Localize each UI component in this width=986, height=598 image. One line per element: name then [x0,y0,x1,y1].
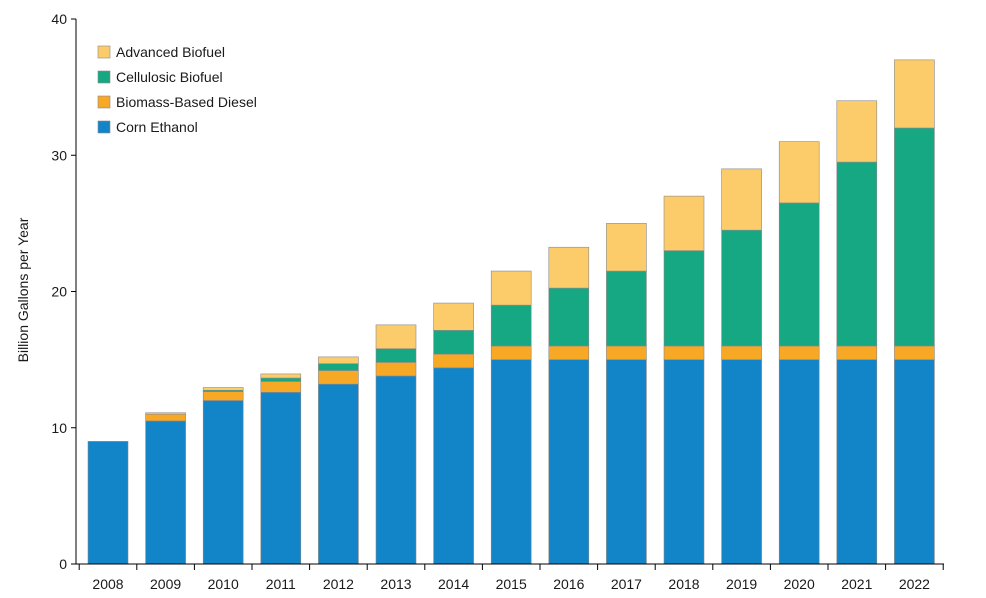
bar-corn-ethanol-2016 [548,359,590,565]
bar-corn-ethanol-2019 [721,359,762,565]
bar-advanced-biofuel-2014 [433,302,474,331]
bar-advanced-biofuel-2010 [202,387,244,391]
bar-corn-ethanol-2017 [606,359,647,565]
x-tick-label: 2022 [899,576,930,592]
legend-swatch-corn-ethanol [97,120,111,134]
bar-cellulosic-biofuel-2012 [318,363,359,371]
x-tick-label: 2013 [380,576,411,592]
bar-cellulosic-biofuel-2022 [894,127,935,347]
bar-corn-ethanol-2010 [202,400,244,565]
bar-biomass-based-diesel-2015 [490,345,532,360]
bar-advanced-biofuel-2018 [663,195,705,251]
bar-cellulosic-biofuel-2014 [433,330,474,355]
x-tick-label: 2010 [208,576,239,592]
y-axis-title: Billion Gallons per Year [15,217,31,362]
x-tick-label: 2008 [92,576,123,592]
bar-corn-ethanol-2014 [433,367,474,565]
bar-cellulosic-biofuel-2013 [375,348,417,363]
y-tick-label: 20 [51,284,67,300]
bar-corn-ethanol-2021 [836,359,878,565]
bar-corn-ethanol-2008 [87,441,129,565]
bar-cellulosic-biofuel-2018 [663,250,705,347]
x-tick-label: 2015 [496,576,527,592]
bar-biomass-based-diesel-2012 [318,370,359,385]
bar-advanced-biofuel-2022 [894,59,935,129]
bar-cellulosic-biofuel-2020 [778,202,820,347]
y-tick-label: 0 [59,556,67,572]
x-tick-label: 2018 [668,576,699,592]
x-tick-label: 2017 [611,576,642,592]
bar-corn-ethanol-2011 [260,392,302,565]
bar-advanced-biofuel-2016 [548,246,590,289]
legend: Advanced Biofuel Cellulosic Biofuel Biomas… [97,44,257,135]
bar-cellulosic-biofuel-2011 [260,377,302,382]
x-tick-label: 2016 [553,576,584,592]
bar-advanced-biofuel-2021 [836,100,878,163]
y-tick-label: 40 [51,11,67,27]
legend-swatch-biomass-based-diesel [97,95,111,109]
x-tick-label: 2019 [726,576,757,592]
bar-corn-ethanol-2009 [145,420,186,565]
bar-cellulosic-biofuel-2019 [721,229,762,347]
bar-advanced-biofuel-2009 [145,412,186,415]
legend-label: Cellulosic Biofuel [116,69,223,85]
bar-corn-ethanol-2012 [318,383,359,565]
bar-biomass-based-diesel-2020 [778,345,820,360]
bar-biomass-based-diesel-2014 [433,353,474,369]
bar-cellulosic-biofuel-2021 [836,161,878,347]
bar-biomass-based-diesel-2009 [145,413,186,422]
bar-advanced-biofuel-2011 [260,373,302,379]
bar-biomass-based-diesel-2016 [548,345,590,360]
legend-label: Biomass-Based Diesel [116,94,257,110]
x-tick-label: 2009 [150,576,181,592]
bar-biomass-based-diesel-2017 [606,345,647,360]
bar-advanced-biofuel-2015 [490,270,532,306]
y-tick-label: 10 [51,420,67,436]
bar-advanced-biofuel-2019 [721,168,762,231]
axes-layer: 0 10 20 30 40 2008 2009 2010 2011 2012 2013 2014 201… [51,11,944,592]
bar-corn-ethanol-2018 [663,359,705,565]
bar-corn-ethanol-2022 [894,359,935,565]
bar-corn-ethanol-2015 [490,359,532,565]
x-tick-label: 2011 [266,576,296,592]
bar-cellulosic-biofuel-2017 [606,270,647,347]
bar-advanced-biofuel-2017 [606,223,647,272]
x-tick-label: 2020 [784,576,815,592]
bar-corn-ethanol-2020 [778,359,820,565]
bar-biomass-based-diesel-2010 [202,391,244,401]
bar-biomass-based-diesel-2018 [663,345,705,360]
legend-swatch-cellulosic-biofuel [97,70,111,84]
bar-cellulosic-biofuel-2016 [548,287,590,347]
bar-advanced-biofuel-2012 [318,356,359,365]
legend-swatch-advanced-biofuel [97,45,111,59]
bar-advanced-biofuel-2013 [375,324,417,350]
x-tick-label: 2014 [438,576,469,592]
x-tick-label: 2021 [841,576,872,592]
bar-advanced-biofuel-2020 [778,141,820,204]
bar-cellulosic-biofuel-2015 [490,304,532,347]
bar-biomass-based-diesel-2021 [836,345,878,360]
bar-biomass-based-diesel-2013 [375,362,417,377]
bar-biomass-based-diesel-2019 [721,345,762,360]
bar-biomass-based-diesel-2022 [894,345,935,360]
legend-label: Advanced Biofuel [116,44,225,60]
y-tick-label: 30 [51,147,67,163]
bar-corn-ethanol-2013 [375,375,417,565]
legend-label: Corn Ethanol [116,119,198,135]
bar-biomass-based-diesel-2011 [260,381,302,393]
x-tick-label: 2012 [323,576,354,592]
bars-layer [87,59,935,565]
